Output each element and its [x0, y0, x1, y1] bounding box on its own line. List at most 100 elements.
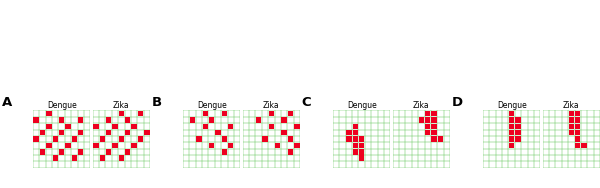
Bar — [78, 117, 83, 123]
Bar — [275, 143, 280, 148]
Bar — [119, 111, 124, 116]
Bar — [425, 111, 430, 116]
Bar — [125, 149, 130, 155]
Bar — [431, 124, 437, 129]
Bar — [131, 143, 137, 148]
Bar — [119, 155, 124, 161]
Bar — [575, 124, 580, 129]
Text: D: D — [452, 96, 463, 109]
Bar — [269, 124, 274, 129]
Title: Zika: Zika — [263, 102, 280, 111]
Title: Dengue: Dengue — [347, 102, 377, 111]
Bar — [509, 124, 514, 129]
Bar — [575, 111, 580, 116]
Bar — [138, 111, 143, 116]
Bar — [221, 149, 227, 155]
Bar — [228, 124, 233, 129]
Bar — [125, 130, 130, 136]
Bar — [425, 117, 430, 123]
Bar — [78, 149, 83, 155]
Bar — [78, 130, 83, 136]
Bar — [203, 111, 208, 116]
Bar — [359, 155, 364, 161]
Title: Zika: Zika — [113, 102, 130, 111]
Bar — [93, 124, 98, 129]
Bar — [425, 124, 430, 129]
Bar — [509, 111, 514, 116]
Bar — [46, 124, 52, 129]
Bar — [40, 149, 45, 155]
Bar — [131, 124, 137, 129]
Bar — [100, 155, 105, 161]
Bar — [53, 136, 58, 142]
Title: Dengue: Dengue — [497, 102, 527, 111]
Bar — [119, 136, 124, 142]
Bar — [515, 117, 521, 123]
Bar — [509, 117, 514, 123]
Bar — [569, 130, 574, 136]
Text: C: C — [302, 96, 311, 109]
Bar — [59, 149, 64, 155]
Bar — [93, 143, 98, 148]
Bar — [59, 117, 64, 123]
Bar — [575, 130, 580, 136]
Bar — [359, 136, 364, 142]
Bar — [353, 124, 358, 129]
Bar — [46, 111, 52, 116]
Bar — [359, 143, 364, 148]
Text: B: B — [152, 96, 162, 109]
Bar — [569, 117, 574, 123]
Bar — [288, 111, 293, 116]
Bar — [419, 117, 424, 123]
Bar — [209, 117, 214, 123]
Bar — [269, 111, 274, 116]
Bar — [71, 136, 77, 142]
Bar — [581, 143, 587, 148]
Bar — [34, 136, 39, 142]
Bar — [256, 117, 262, 123]
Bar — [431, 136, 437, 142]
Bar — [294, 143, 299, 148]
Bar — [288, 136, 293, 142]
Title: Zika: Zika — [563, 102, 580, 111]
Bar — [228, 143, 233, 148]
Bar — [112, 143, 118, 148]
Bar — [431, 111, 437, 116]
Bar — [34, 117, 39, 123]
Title: Dengue: Dengue — [47, 102, 77, 111]
Bar — [575, 136, 580, 142]
Title: Dengue: Dengue — [197, 102, 227, 111]
Bar — [294, 124, 299, 129]
Bar — [575, 143, 580, 148]
Bar — [281, 130, 287, 136]
Bar — [46, 143, 52, 148]
Bar — [569, 124, 574, 129]
Bar — [359, 149, 364, 155]
Bar — [515, 136, 521, 142]
Bar — [59, 130, 64, 136]
Bar — [138, 136, 143, 142]
Bar — [346, 130, 352, 136]
Bar — [53, 155, 58, 161]
Bar — [196, 136, 202, 142]
Bar — [215, 130, 221, 136]
Bar — [353, 143, 358, 148]
Bar — [353, 149, 358, 155]
Bar — [221, 111, 227, 116]
Bar — [100, 136, 105, 142]
Text: A: A — [2, 96, 12, 109]
Bar — [353, 130, 358, 136]
Bar — [221, 136, 227, 142]
Title: Zika: Zika — [413, 102, 430, 111]
Bar — [71, 155, 77, 161]
Bar — [569, 111, 574, 116]
Bar — [281, 117, 287, 123]
Bar — [106, 130, 112, 136]
Bar — [288, 149, 293, 155]
Bar — [40, 130, 45, 136]
Bar — [509, 136, 514, 142]
Bar — [65, 143, 71, 148]
Bar — [209, 143, 214, 148]
Bar — [65, 124, 71, 129]
Bar — [509, 143, 514, 148]
